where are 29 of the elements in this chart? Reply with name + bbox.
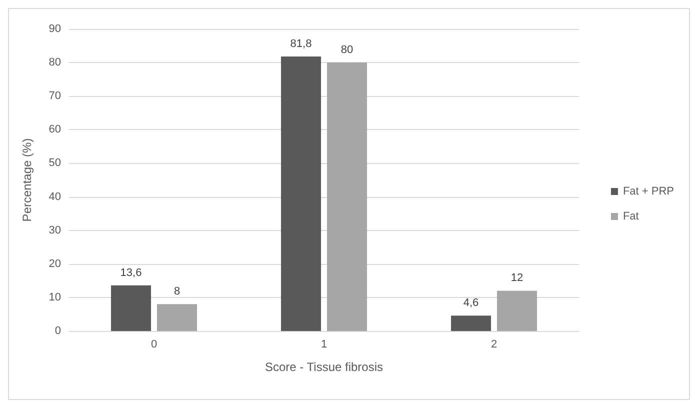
x-axis-title: Score - Tissue fibrosis (264, 360, 384, 374)
data-label: 80 (340, 44, 354, 56)
x-tick-label: 0 (150, 338, 158, 350)
y-tick-label: 0 (54, 325, 61, 337)
legend-label: Fat (622, 210, 639, 222)
y-axis-title: Percentage (%) (20, 138, 34, 222)
y-tick-label: 50 (48, 157, 61, 170)
bar (157, 304, 197, 331)
data-label: 81,8 (290, 38, 312, 50)
x-tick-label: 2 (490, 338, 498, 350)
y-tick-label: 10 (48, 291, 61, 304)
y-tick-label: 20 (48, 258, 61, 270)
x-tick-label: 1 (320, 338, 328, 350)
bar (451, 316, 491, 331)
y-tick-label: 40 (48, 190, 61, 203)
y-tick-label: 80 (48, 56, 61, 69)
bar (497, 290, 537, 331)
data-label: 12 (510, 272, 524, 284)
bar (281, 56, 321, 331)
data-label: 4,6 (463, 297, 479, 310)
legend-label: Fat + PRP (622, 186, 674, 198)
y-tick-label: 60 (48, 124, 61, 136)
y-tick-label: 90 (48, 23, 61, 35)
bar (111, 285, 151, 331)
y-tick-label: 30 (48, 224, 61, 236)
bar (327, 62, 367, 331)
data-label: 8 (174, 286, 180, 298)
y-tick-label: 70 (48, 90, 61, 102)
data-label: 13,6 (120, 266, 142, 279)
